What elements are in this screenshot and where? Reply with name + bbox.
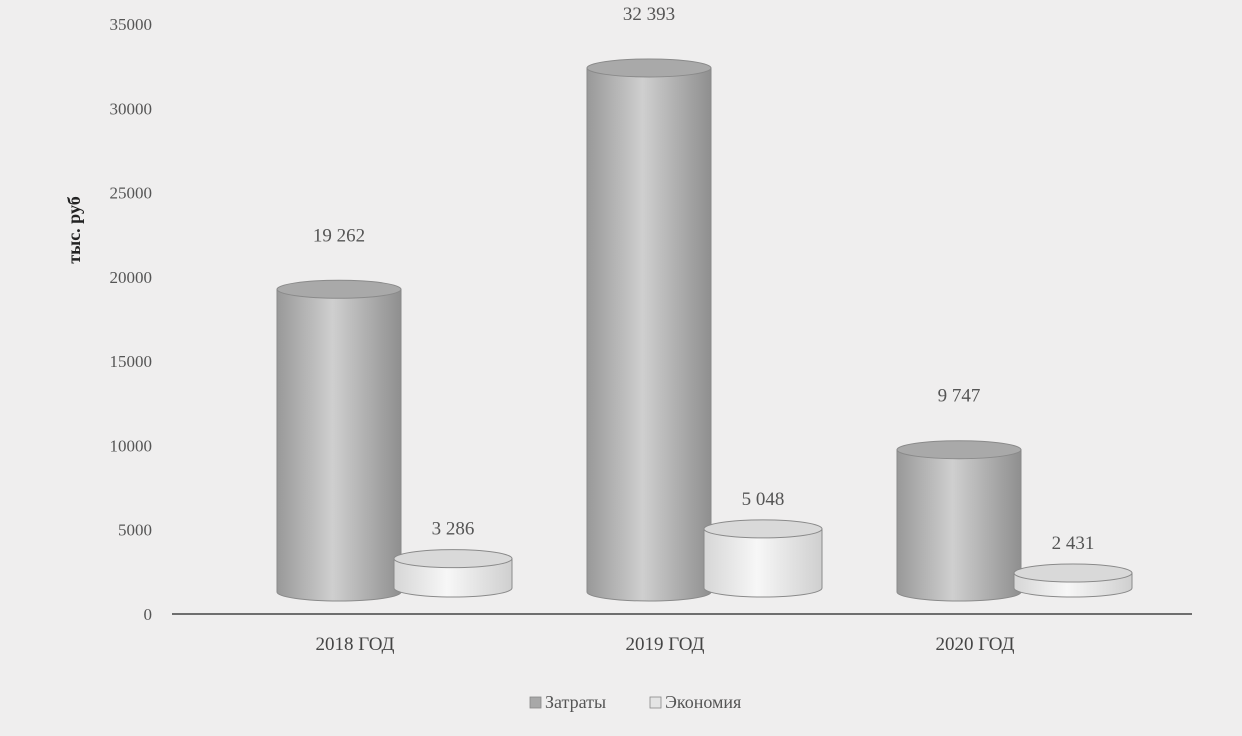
bar-top-2-0 — [896, 440, 1022, 460]
data-label-1-1: 5 048 — [742, 489, 785, 510]
bar-0-1: 3 286 — [393, 519, 513, 598]
bar-top-1-0 — [586, 58, 712, 78]
bar-body-2-0 — [896, 449, 1022, 602]
data-label-1-0: 32 393 — [623, 4, 675, 25]
data-label-0-1: 3 286 — [432, 519, 475, 540]
category-label-1: 2019 ГОД — [626, 634, 705, 655]
bar-1-0: 32 393 — [586, 4, 712, 602]
y-tick-label-2: 10000 — [110, 436, 153, 455]
bar-body-1-0 — [586, 67, 712, 602]
data-label-2-1: 2 431 — [1052, 533, 1095, 554]
legend-label-0: Затраты — [545, 692, 606, 712]
bar-1-1: 5 048 — [703, 489, 823, 598]
y-axis-ticks: 0 5000 10000 15000 20000 25000 30000 35000 — [110, 15, 153, 624]
bar-body-0-1 — [393, 558, 513, 598]
y-axis-label: тыс. руб — [64, 196, 84, 263]
data-label-0-0: 19 262 — [313, 225, 365, 246]
legend-swatch-0 — [529, 696, 542, 709]
bars-group: 19 262 3 286 32 393 5 048 9 747 2 431 — [276, 4, 1133, 602]
y-tick-label-4: 20000 — [110, 268, 153, 287]
data-label-2-0: 9 747 — [938, 386, 981, 407]
bar-2-1: 2 431 — [1013, 533, 1133, 598]
bar-top-0-1 — [393, 549, 513, 569]
y-tick-label-0: 0 — [144, 605, 153, 624]
legend-swatch-1 — [649, 696, 662, 709]
y-tick-label-5: 25000 — [110, 184, 153, 203]
y-tick-label-1: 5000 — [118, 521, 152, 540]
bar-2-0: 9 747 — [896, 386, 1022, 602]
category-label-0: 2018 ГОД — [316, 634, 395, 655]
legend-label-1: Экономия — [665, 692, 741, 712]
y-tick-label-3: 15000 — [110, 352, 153, 371]
y-tick-label-7: 35000 — [110, 15, 153, 34]
bar-body-0-0 — [276, 288, 402, 602]
bar-top-0-0 — [276, 279, 402, 299]
legend: Затраты Экономия — [529, 692, 741, 712]
category-labels: 2018 ГОД 2019 ГОД 2020 ГОД — [316, 634, 1015, 655]
category-label-2: 2020 ГОД — [936, 634, 1015, 655]
bar-0-0: 19 262 — [276, 225, 402, 602]
bar-body-1-1 — [703, 528, 823, 598]
y-tick-label-6: 30000 — [110, 99, 153, 118]
bar-top-1-1 — [703, 519, 823, 539]
bar-top-2-1 — [1013, 563, 1133, 583]
